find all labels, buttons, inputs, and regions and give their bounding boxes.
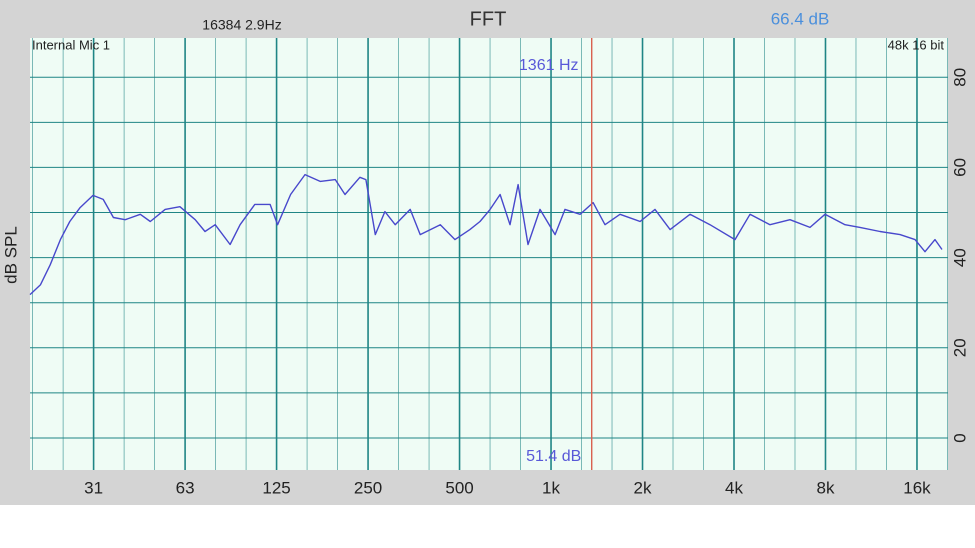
input-label: Internal Mic 1	[32, 37, 110, 52]
plot-area	[30, 38, 948, 470]
y-tick-label: 40	[950, 248, 969, 267]
y-axis-label: dB SPL	[1, 226, 20, 284]
x-tick-label: 125	[262, 478, 290, 497]
x-tick-label: 4k	[725, 478, 743, 497]
labels: Internal Mic 1 48k 16 bit 31 63 125 250 500 1…	[32, 37, 969, 497]
cursor-level-label: 51.4 dB	[526, 448, 581, 465]
x-tick-label: 1k	[542, 478, 560, 497]
y-tick-label: 0	[950, 433, 969, 442]
x-tick-label: 8k	[817, 478, 835, 497]
y-tick-label: 80	[950, 68, 969, 87]
cursor-frequency-label: 1361 Hz	[519, 57, 579, 74]
x-tick-label: 31	[84, 478, 103, 497]
y-tick-label: 60	[950, 158, 969, 177]
level-readout: 66.4 dB	[771, 9, 830, 28]
grid	[30, 38, 948, 470]
y-tick-label: 20	[950, 338, 969, 357]
marks	[29, 38, 943, 470]
x-tick-label: 250	[354, 478, 382, 497]
x-tick-label: 2k	[634, 478, 652, 497]
x-tick-label: 500	[445, 478, 473, 497]
format-label: 48k 16 bit	[888, 37, 945, 52]
fft-info: 16384 2.9Hz	[202, 17, 281, 33]
chart-title: FFT	[470, 8, 507, 30]
x-tick-label: 16k	[903, 478, 931, 497]
spectrum-line	[29, 173, 943, 296]
x-tick-label: 63	[176, 478, 195, 497]
